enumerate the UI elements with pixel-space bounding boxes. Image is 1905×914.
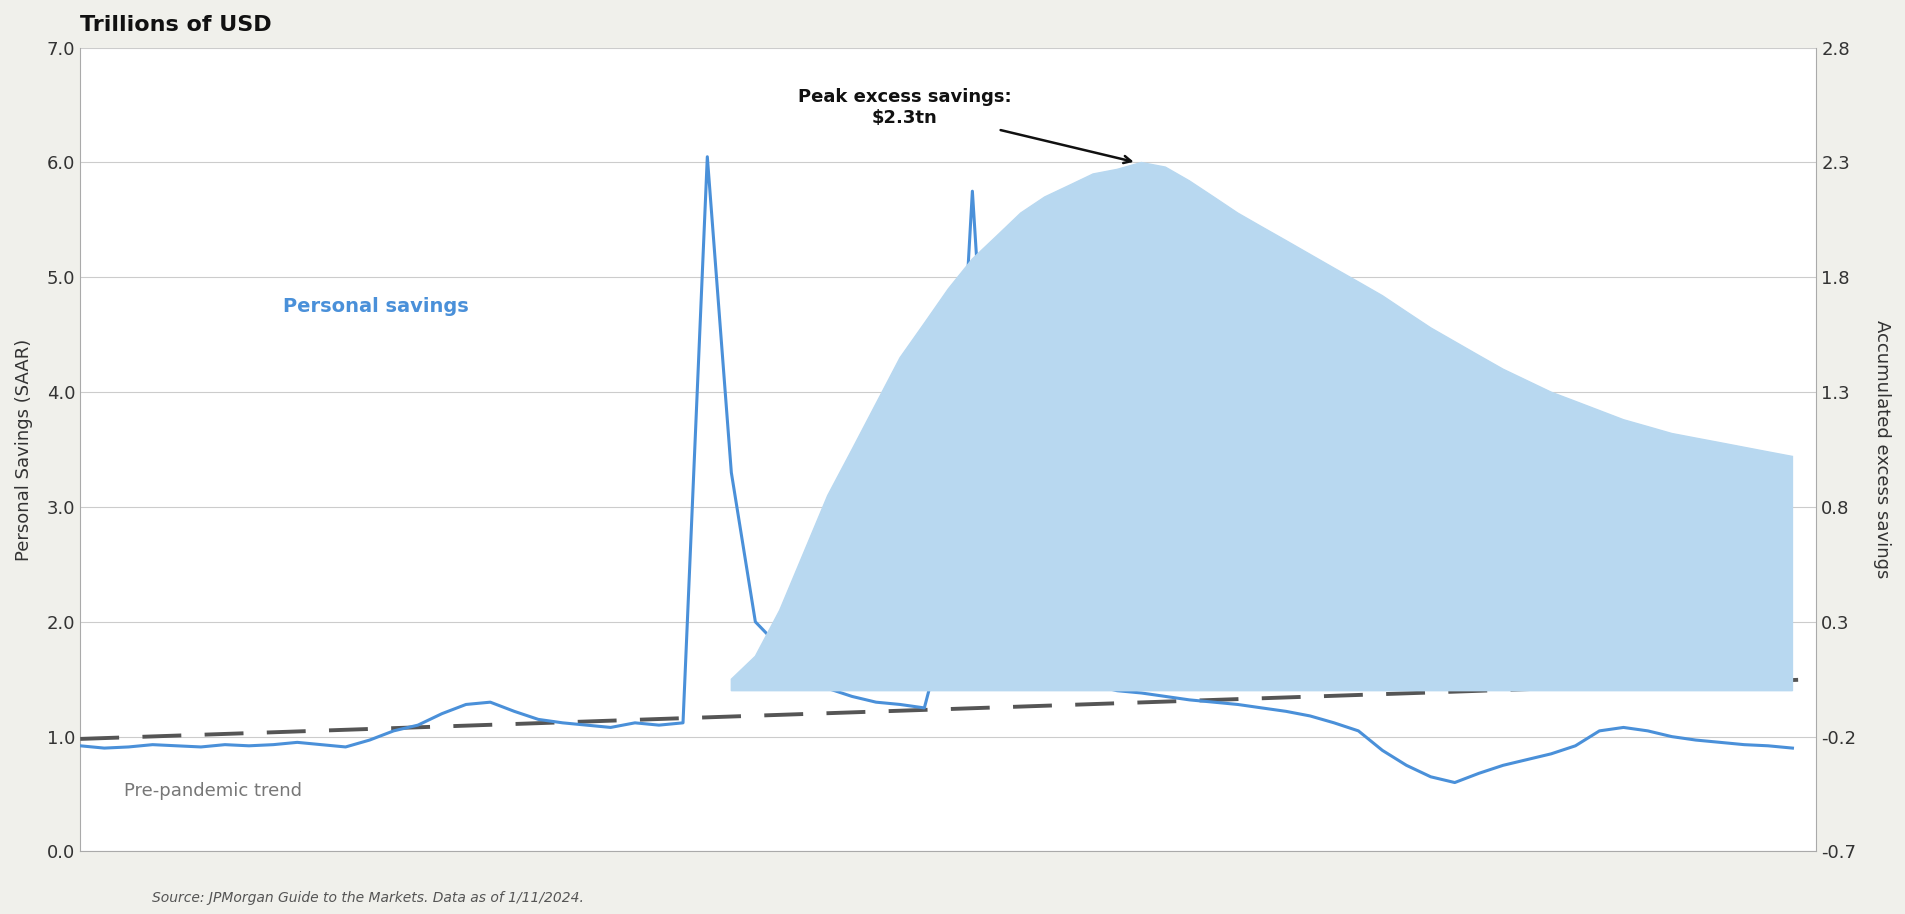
Text: Source: JPMorgan Guide to the Markets. Data as of 1/11/2024.: Source: JPMorgan Guide to the Markets. D… <box>152 891 585 905</box>
Text: Trillions of USD: Trillions of USD <box>80 15 272 35</box>
Polygon shape <box>732 163 1791 691</box>
Text: Peak excess savings:
$2.3tn: Peak excess savings: $2.3tn <box>798 88 1130 163</box>
Text: Personal savings: Personal savings <box>282 297 469 315</box>
Text: Pre-pandemic trend: Pre-pandemic trend <box>124 782 301 801</box>
Y-axis label: Accumulated excess savings: Accumulated excess savings <box>1873 321 1890 579</box>
Y-axis label: Personal Savings (SAAR): Personal Savings (SAAR) <box>15 338 32 560</box>
Text: Excess savings
remaining: $1.0tn: Excess savings remaining: $1.0tn <box>1280 513 1461 551</box>
